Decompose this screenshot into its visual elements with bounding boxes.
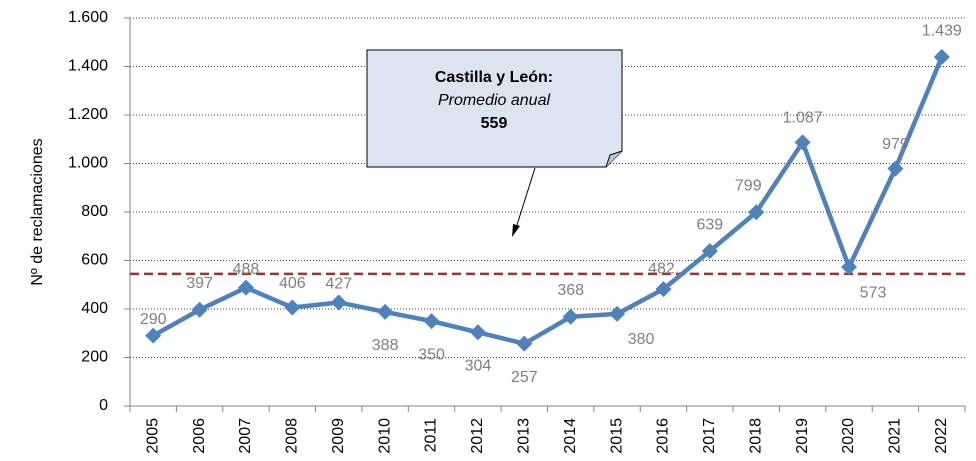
- marker: [748, 204, 765, 221]
- marker: [841, 259, 858, 276]
- x-tick-label: 2010: [376, 418, 393, 454]
- value-label: 406: [279, 275, 306, 292]
- value-label: 290: [140, 311, 167, 328]
- x-tick-label: 2019: [794, 418, 811, 454]
- value-label: 388: [372, 337, 399, 354]
- value-label: 304: [465, 357, 492, 374]
- marker: [794, 134, 811, 151]
- marker: [237, 279, 254, 296]
- x-tick-label: 2022: [933, 418, 950, 454]
- value-label: 1.087: [783, 110, 823, 127]
- marker: [701, 243, 718, 260]
- y-tick-label: 1.400: [68, 58, 108, 75]
- annotation-title: Castilla y León:: [435, 69, 553, 86]
- callout-arrow: [515, 167, 536, 229]
- x-tick-label: 2007: [237, 418, 254, 454]
- x-tick-label: 2005: [144, 418, 161, 454]
- marker: [145, 327, 162, 344]
- value-label: 350: [418, 346, 445, 363]
- value-label: 380: [628, 331, 655, 348]
- x-tick-label: 2017: [701, 418, 718, 454]
- y-tick-label: 400: [81, 300, 108, 317]
- value-label: 368: [557, 282, 584, 299]
- annotation-subtitle: Promedio anual: [438, 92, 551, 109]
- marker: [933, 49, 950, 66]
- marker: [516, 335, 533, 352]
- value-label: 1.439: [922, 22, 962, 39]
- callout-fold: [605, 150, 623, 168]
- x-tick-label: 2015: [608, 418, 625, 454]
- x-tick-label: 2008: [284, 418, 301, 454]
- marker: [655, 281, 672, 298]
- x-tick-label: 2012: [469, 418, 486, 454]
- y-tick-label: 600: [81, 252, 108, 269]
- y-tick-label: 800: [81, 203, 108, 220]
- x-tick-label: 2021: [887, 418, 904, 454]
- y-tick-label: 1.000: [68, 155, 108, 172]
- x-tick-label: 2013: [516, 418, 533, 454]
- marker: [887, 160, 904, 177]
- x-tick-label: 2011: [423, 418, 440, 453]
- marker: [377, 303, 394, 320]
- x-tick-label: 2009: [330, 418, 347, 454]
- x-tick-label: 2016: [655, 418, 672, 454]
- y-tick-label: 0: [99, 397, 108, 414]
- y-tick-label: 1.600: [68, 9, 108, 26]
- marker: [562, 308, 579, 325]
- value-label: 427: [325, 276, 352, 293]
- callout-arrowhead: [512, 224, 520, 237]
- value-label: 799: [735, 177, 762, 194]
- value-label: 979: [882, 136, 909, 153]
- value-label: 488: [233, 261, 260, 278]
- x-tick-label: 2006: [191, 418, 208, 454]
- marker: [191, 301, 208, 318]
- marker: [423, 313, 440, 330]
- marker: [469, 324, 486, 341]
- annotation-value: 559: [481, 115, 508, 132]
- value-label: 482: [648, 260, 675, 277]
- y-tick-label: 200: [81, 349, 108, 366]
- y-axis-label: Nº de reclamaciones: [29, 138, 46, 285]
- value-label: 397: [186, 275, 213, 292]
- marker: [330, 294, 347, 311]
- marker: [284, 299, 301, 316]
- value-label: 257: [511, 369, 538, 386]
- y-tick-label: 1.200: [68, 106, 108, 123]
- value-label: 573: [860, 284, 887, 301]
- x-tick-label: 2018: [747, 418, 764, 454]
- value-label: 639: [697, 216, 724, 233]
- data-line: [152, 56, 944, 346]
- x-tick-label: 2014: [562, 418, 579, 454]
- marker: [609, 305, 626, 322]
- x-tick-label: 2020: [840, 418, 857, 454]
